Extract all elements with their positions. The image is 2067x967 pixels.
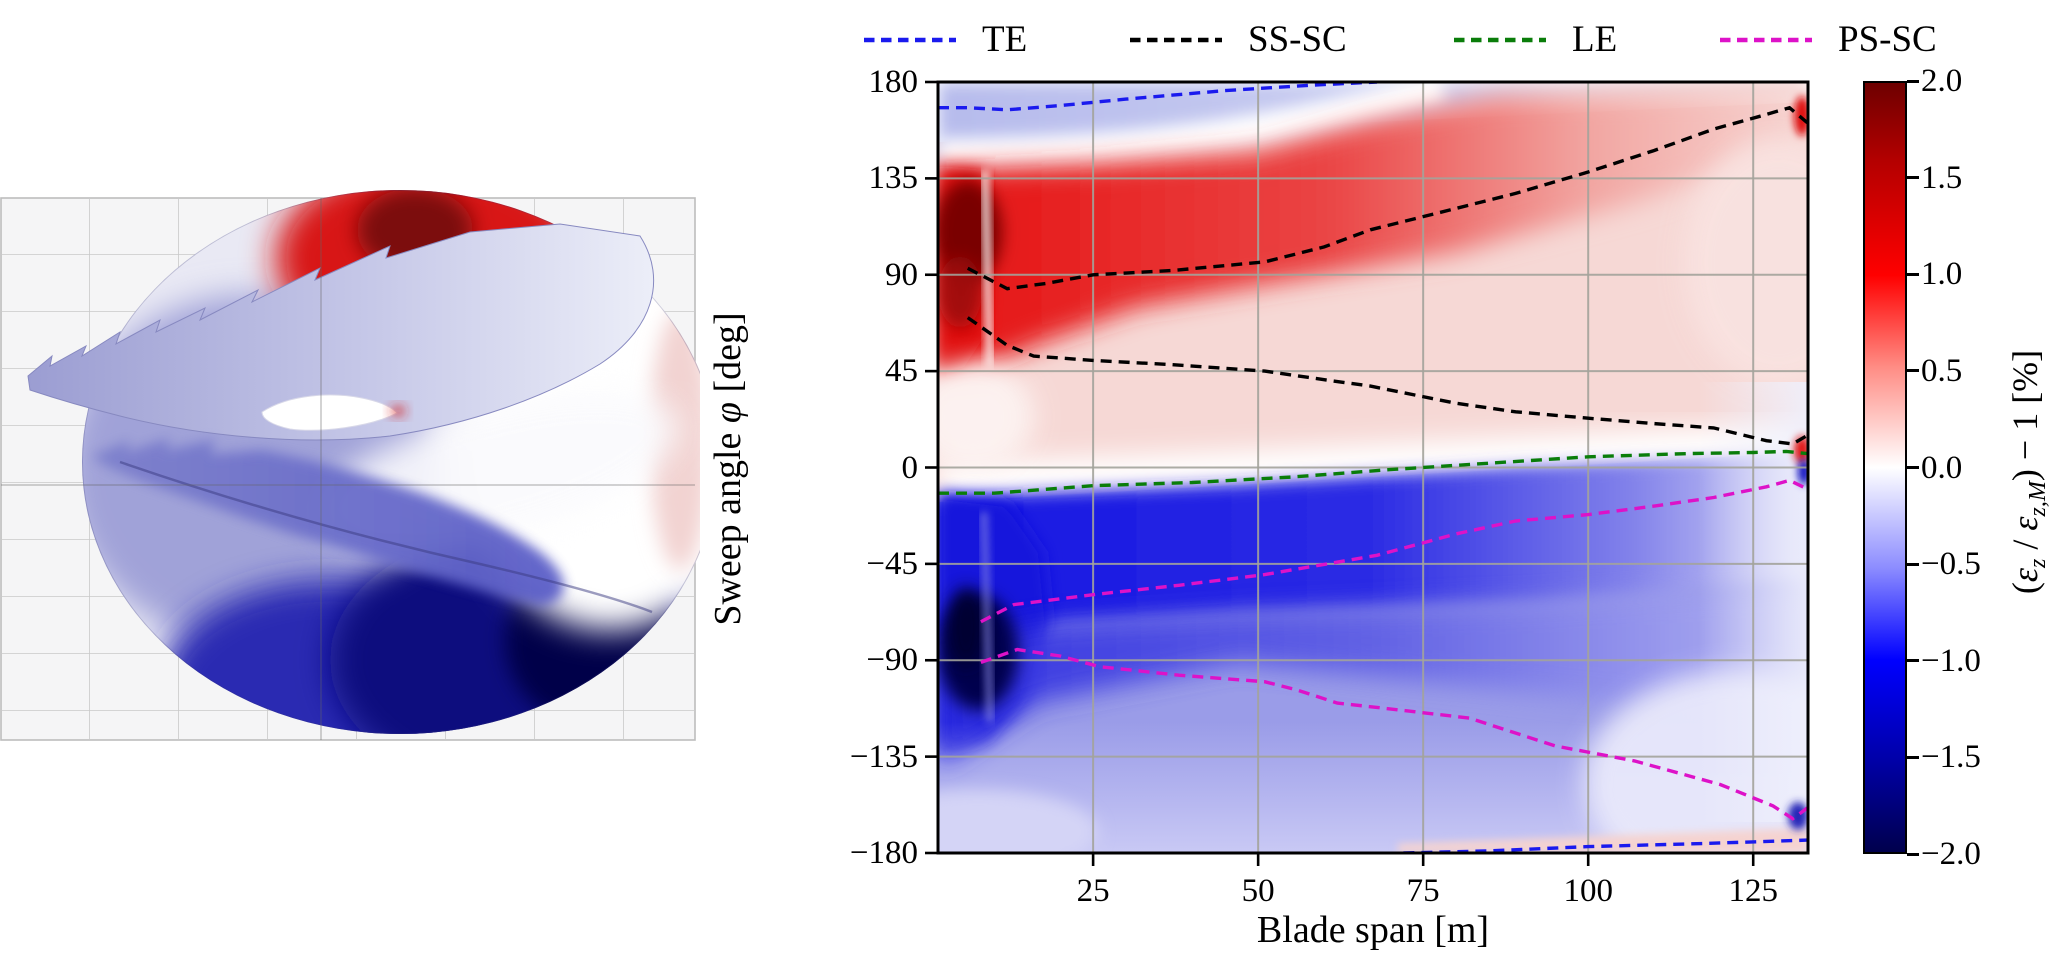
legend-item-le: LE [1452, 14, 1617, 66]
axis-tick-marks [925, 80, 1755, 866]
colorbar-tick-mark [1907, 852, 1919, 856]
heatmap-svg [925, 80, 1810, 866]
legend-item-te: TE [862, 14, 1027, 66]
legend-label-te: TE [982, 19, 1028, 60]
blade-surface [27, 190, 700, 734]
x-tick-label: 75 [1406, 873, 1440, 909]
axes-frame [936, 80, 1810, 855]
contour-ss-sc [966, 105, 1808, 291]
colorbar-tick-label: −1.0 [1921, 642, 1981, 679]
ss-sc-dash-sample [1130, 37, 1222, 43]
y-tick-label: 180 [868, 64, 919, 100]
y-tick-label: 45 [885, 353, 918, 390]
x-tick-label: 50 [1241, 873, 1275, 909]
x-axis-label: Blade span [m] [1256, 909, 1490, 951]
colorbar-tick-label: 0.0 [1921, 449, 1963, 486]
legend-item-ps-sc: PS-SC [1718, 14, 1937, 66]
colorbar-tick-label: −0.5 [1921, 546, 1981, 583]
blade-3d-visualization [0, 190, 700, 741]
y-tick-label: −180 [849, 835, 918, 871]
x-tick-label: 25 [1076, 873, 1110, 909]
y-tick-label: 135 [868, 160, 919, 197]
colorbar-tick-label: −2.0 [1921, 836, 1981, 872]
hole-red-tip [391, 406, 405, 416]
colorbar-tick-mark [1907, 562, 1919, 566]
blade-section-stack [27, 223, 655, 441]
colorbar-tick-mark [1907, 466, 1919, 469]
y-axis-label: Sweep angle φ [deg] [707, 312, 749, 626]
phi-symbol: φ [707, 402, 749, 424]
colorbar-tick-label: 1.0 [1921, 256, 1963, 293]
y-tick-label: −45 [866, 545, 918, 582]
colorbar-tick-mark [1907, 272, 1919, 276]
colorbar-tick-label: 0.5 [1921, 352, 1963, 389]
y-tick-label: 0 [901, 449, 919, 486]
legend-item-ss-sc: SS-SC [1128, 14, 1347, 66]
colorbar-tick-mark [1907, 79, 1919, 83]
colorbar-tick-label: −1.5 [1921, 739, 1981, 776]
legend-label-ss-sc: SS-SC [1248, 19, 1347, 60]
contour-ps-sc [980, 478, 1808, 624]
x-tick-label: 125 [1728, 873, 1778, 909]
pane-front-lines [1, 198, 695, 740]
colorbar-tick-label: 2.0 [1921, 63, 1963, 99]
contour-te [938, 82, 1378, 112]
legend-label-le: LE [1572, 19, 1618, 60]
te-dash-sample [864, 37, 956, 43]
ps-sc-dash-sample [1720, 37, 1812, 43]
blade-section-stack-lower [92, 438, 564, 606]
colorbar-tick-mark [1907, 176, 1919, 180]
x-tick-label: 100 [1563, 873, 1613, 909]
contour-ss-sc [966, 316, 1808, 446]
strain-color-field [938, 82, 1808, 853]
colorbar-tick-label: 1.5 [1921, 159, 1963, 196]
y-tick-label: 90 [885, 256, 918, 293]
legend-label-ps-sc: PS-SC [1838, 19, 1937, 60]
contour-ps-sc [980, 647, 1808, 821]
colorbar-tick-mark [1907, 369, 1919, 373]
colorbar-tick-mark [1907, 659, 1919, 663]
grid-lines [938, 82, 1808, 853]
le-dash-sample [1454, 37, 1546, 43]
y-tick-label: −135 [849, 738, 918, 775]
colorbar-tick-mark [1907, 755, 1919, 759]
y-tick-label: −90 [866, 642, 918, 679]
surface-rim-line [119, 460, 653, 614]
colorbar [1863, 81, 1907, 854]
